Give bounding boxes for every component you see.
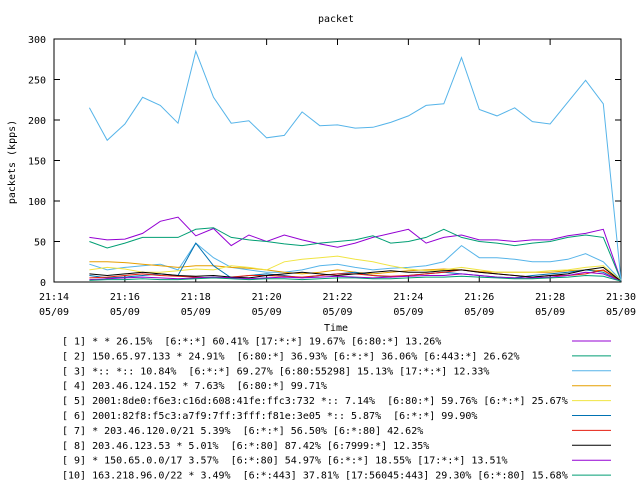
y-tick-label: 300 (28, 35, 46, 46)
x-tick-date: 05/09 (39, 307, 69, 318)
y-tick-label: 200 (28, 116, 46, 127)
series-line (88, 49, 622, 281)
x-tick-date: 05/09 (110, 307, 140, 318)
series-line (89, 271, 622, 282)
x-tick-label: 21:28 (535, 292, 565, 303)
legend-label: [ 1] * * 26.15% [6:*:*] 60.41% [17:*:*] … (62, 337, 441, 348)
y-axis-label: packets (kpps) (7, 120, 18, 204)
series-line (89, 255, 622, 281)
legend-label: [ 4] 203.46.124.152 * 7.63% [6:80:*] 99.… (62, 381, 327, 392)
legend-label: [ 3] *:: *:: 10.84% [6:*:*] 69.27% [6:80… (62, 366, 489, 377)
x-tick-label: 21:16 (110, 292, 140, 303)
x-tick-date: 05/09 (535, 307, 565, 318)
y-tick-label: 150 (28, 157, 46, 168)
y-tick-label: 100 (28, 197, 46, 208)
x-tick-label: 21:14 (39, 292, 69, 303)
series-line (89, 266, 622, 282)
chart-title: packet (318, 14, 354, 25)
x-tick-label: 21:24 (393, 292, 423, 303)
legend-label: [ 2] 150.65.97.133 * 24.91% [6:80:*] 36.… (62, 351, 520, 362)
x-tick-date: 05/09 (252, 307, 282, 318)
legend-label: [ 5] 2001:8de0:f6e3:c16d:608:41fe:ffc3:7… (62, 396, 568, 407)
legend-label: [ 9] * 150.65.0.0/17 3.57% [6:*:80] 54.9… (62, 456, 508, 467)
series-line (89, 274, 622, 282)
x-axis-label: Time (324, 323, 348, 334)
x-tick-label: 21:22 (322, 292, 352, 303)
x-tick-date: 05/09 (464, 307, 494, 318)
x-tick-date: 05/09 (181, 307, 211, 318)
x-tick-date: 05/09 (322, 307, 352, 318)
x-tick-label: 21:26 (464, 292, 494, 303)
x-tick-label: 21:20 (252, 292, 282, 303)
y-tick-label: 0 (40, 278, 46, 289)
x-tick-date: 05/09 (606, 307, 636, 318)
series-line (89, 242, 622, 281)
x-tick-label: 21:18 (181, 292, 211, 303)
y-tick-label: 250 (28, 76, 46, 87)
series-line (89, 227, 622, 281)
y-tick-label: 50 (34, 238, 46, 249)
x-tick-label: 21:30 (606, 292, 636, 303)
x-tick-date: 05/09 (393, 307, 423, 318)
legend-label: [ 8] 203.46.123.53 * 5.01% [6:*:80] 87.4… (62, 441, 429, 452)
legend-label: [10] 163.218.96.0/22 * 3.49% [6:*:443] 3… (62, 471, 568, 480)
legend-label: [ 6] 2001:82f8:f5c3:a7f9:7ff:3fff:f81e:3… (62, 411, 477, 422)
legend-label: [ 7] * 203.46.120.0/21 5.39% [6:*:*] 56.… (62, 426, 423, 437)
series-line (89, 216, 622, 281)
